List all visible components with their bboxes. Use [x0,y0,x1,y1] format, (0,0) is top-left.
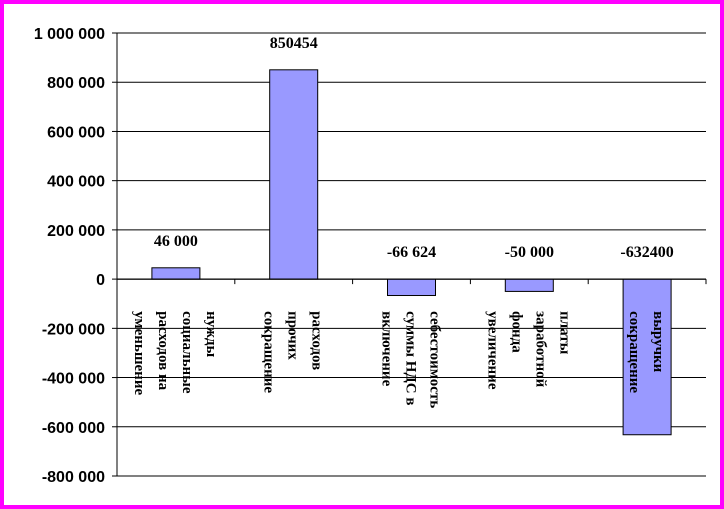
category-label-line: прочих [285,311,301,360]
category-label-line: фонда [508,311,524,353]
data-label: 46 000 [154,233,198,250]
category-label-line: сокращение [261,311,277,393]
category-label-line: нужды [203,311,219,357]
y-tick-label: 1 000 000 [34,26,105,43]
bar [622,278,672,436]
category-label: сокращение выручки [626,311,666,393]
category-label-line: увеличение [484,311,500,390]
category-label-line: себестоимость [427,311,443,408]
category-label-line: суммы НДС в [403,311,419,405]
y-tick-label: 400 000 [47,174,105,191]
category-label: уменьшение расходов на социальные нужды [131,311,219,395]
data-label: 850454 [270,35,318,52]
category-label-line: включение [379,311,395,386]
category-label-line: заработной [532,311,548,387]
y-tick-label: 0 [96,272,105,289]
data-label: -66 624 [387,244,436,261]
category-label-line: сокращение [626,311,642,393]
y-tick-label: 600 000 [47,124,105,141]
category-label-line: расходов [309,311,325,370]
category-label-line: социальные [179,311,195,394]
y-tick-label: -200 000 [42,321,105,338]
category-label: увеличение фонда заработной платы [484,311,572,390]
category-label: сокращение прочих расходов [261,311,325,393]
y-tick-label: 800 000 [47,75,105,92]
category-label-line: выручки [650,311,666,373]
y-tick-label: 200 000 [47,223,105,240]
y-tick-label: -600 000 [42,420,105,437]
category-label: включение суммы НДС в себестоимость [379,311,443,408]
bar [387,278,436,297]
y-tick-label: -400 000 [42,371,105,388]
category-label-line: платы [556,311,572,355]
category-label-line: расходов на [155,311,171,391]
bar [504,278,554,292]
category-label-line: уменьшение [131,311,147,395]
data-label: -50 000 [505,244,554,261]
data-label: -632400 [620,244,673,261]
y-tick-label: -800 000 [42,469,105,486]
bar [151,267,201,280]
bar [269,69,319,280]
